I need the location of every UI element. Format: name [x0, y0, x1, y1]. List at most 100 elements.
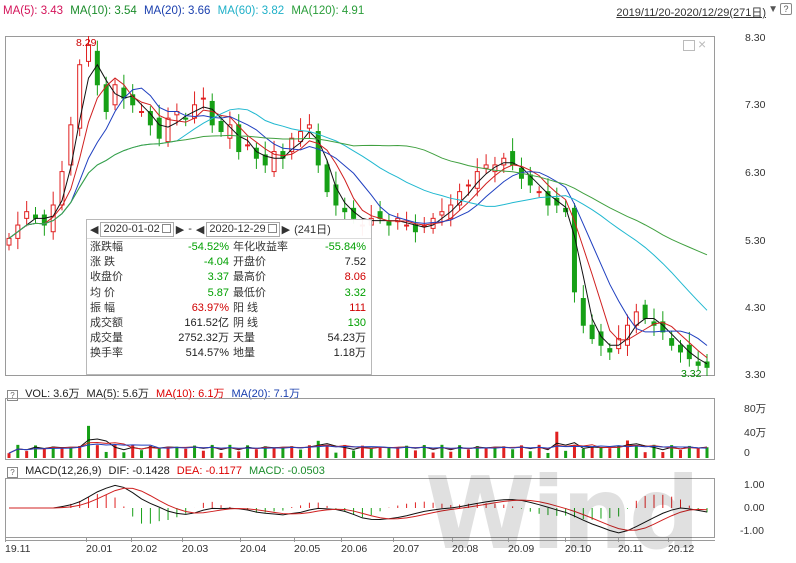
volume-bar — [263, 446, 267, 458]
volume-bar — [378, 446, 382, 458]
volume-bar — [396, 448, 400, 458]
date-dash: - — [188, 223, 192, 235]
volume-bar — [272, 447, 276, 458]
help-icon[interactable]: ? — [780, 3, 792, 15]
candle-body — [130, 94, 136, 106]
candle-body — [501, 157, 507, 166]
stat-value: 3.37 — [207, 271, 229, 284]
volume-bar — [7, 453, 11, 458]
x-tick — [240, 538, 241, 542]
volume-bar — [228, 444, 232, 458]
candle-body — [227, 124, 233, 139]
x-tick — [131, 538, 132, 542]
prev-start-arrow[interactable]: ◀ — [90, 223, 99, 236]
day-count: (241日) — [294, 224, 331, 236]
x-tick-label: 20.11 — [618, 543, 644, 555]
volume-bar — [78, 445, 82, 458]
volume-bar — [625, 440, 629, 458]
vol-ma20-line — [8, 443, 708, 454]
candle-body — [677, 344, 683, 353]
candle-body — [262, 154, 268, 166]
volume-bar — [140, 450, 144, 458]
volume-bar — [25, 451, 29, 458]
volume-bar — [343, 444, 347, 458]
candle-body — [209, 100, 215, 126]
candle-body — [324, 164, 330, 193]
stat-label: 收盘价 — [90, 271, 123, 284]
volume-bar — [113, 444, 117, 458]
end-date-field[interactable]: 2020-12-29 — [206, 221, 280, 237]
volume-bar — [581, 448, 585, 458]
help-icon[interactable]: ? — [7, 467, 18, 478]
ma20-label: MA(20): 3.66 — [143, 5, 211, 17]
next-end-arrow[interactable]: ▶ — [281, 223, 291, 236]
vol-ma20-label: MA(20): 7.1万 — [231, 388, 300, 400]
candle-body — [24, 211, 30, 219]
maximize-icon[interactable] — [683, 40, 695, 51]
calendar-icon[interactable] — [161, 223, 171, 233]
price-tick: 7.30 — [745, 99, 766, 111]
x-tick — [668, 538, 669, 542]
stat-label: 阴 线 — [233, 317, 259, 330]
volume-bar — [599, 447, 603, 458]
chevron-down-icon[interactable]: ▼ — [768, 4, 778, 15]
macd-header: ? MACD(12,26,9) DIF: -0.1428 DEA: -0.117… — [7, 465, 329, 478]
x-tick — [565, 538, 566, 542]
stat-value: 514.57% — [185, 347, 229, 360]
x-tick-label: 20.10 — [565, 543, 592, 555]
indicator-header: MA(5): 3.43 MA(10): 3.54 MA(20): 3.66 MA… — [0, 0, 796, 22]
vol-ma5-label: MA(5): 5.6万 — [86, 388, 149, 400]
volume-bar — [405, 445, 409, 458]
volume-bar — [360, 445, 364, 458]
candle-body — [306, 124, 312, 129]
volume-bar — [502, 446, 506, 458]
volume-bar — [670, 445, 674, 458]
dif-label: DIF: -0.1428 — [108, 465, 170, 477]
volume-bar — [590, 446, 594, 458]
date-range[interactable]: 2019/11/20-2020/12/29(271日) — [616, 7, 766, 19]
volume-bar — [572, 445, 576, 458]
volume-chart[interactable] — [5, 398, 715, 460]
x-tick — [294, 538, 295, 542]
volume-bar — [440, 444, 444, 458]
x-tick — [5, 538, 6, 542]
volume-bar — [546, 452, 550, 458]
volume-bar — [369, 448, 373, 458]
x-tick-label: 20.05 — [294, 543, 321, 555]
calendar-icon[interactable] — [267, 223, 277, 233]
volume-bar — [104, 451, 108, 458]
next-start-arrow[interactable]: ▶ — [175, 223, 185, 236]
volume-bar — [352, 450, 356, 458]
stats-grid: 涨跌幅 -54.52% 年化收益率 -55.84% 涨 跌 -4.04 开盘价 7.52 收盘价… — [87, 239, 371, 362]
x-tick — [182, 538, 183, 542]
help-icon[interactable]: ? — [7, 390, 18, 401]
volume-bar — [617, 445, 621, 458]
candle-body — [245, 144, 251, 147]
volume-bar — [193, 445, 197, 458]
price-tick: 4.30 — [745, 302, 766, 314]
price-chart[interactable] — [5, 36, 715, 376]
candle-body — [386, 221, 392, 226]
stat-value: -4.04 — [203, 256, 229, 269]
candle-body — [147, 110, 153, 126]
macd-chart[interactable] — [5, 478, 715, 538]
volume-bar — [122, 452, 126, 458]
volume-bar — [422, 444, 426, 458]
price-plot-frame — [5, 36, 715, 376]
x-tick-label: 20.08 — [452, 543, 479, 555]
prev-end-arrow[interactable]: ◀ — [195, 223, 205, 236]
volume-bar — [316, 440, 320, 458]
start-date-field[interactable]: 2020-01-02 — [100, 221, 174, 237]
volume-bar — [564, 450, 568, 458]
candle-body — [236, 124, 242, 153]
stat-label: 振 幅 — [90, 301, 116, 314]
stat-value: 5.87 — [207, 286, 229, 299]
volume-bar — [201, 450, 205, 458]
close-icon[interactable]: × — [698, 36, 707, 52]
candle-body — [474, 171, 480, 189]
candle-body — [483, 164, 489, 169]
volume-bar — [696, 448, 700, 458]
stat-value: -54.52% — [188, 241, 229, 253]
volume-bar — [246, 445, 250, 458]
candle-body — [377, 211, 383, 219]
